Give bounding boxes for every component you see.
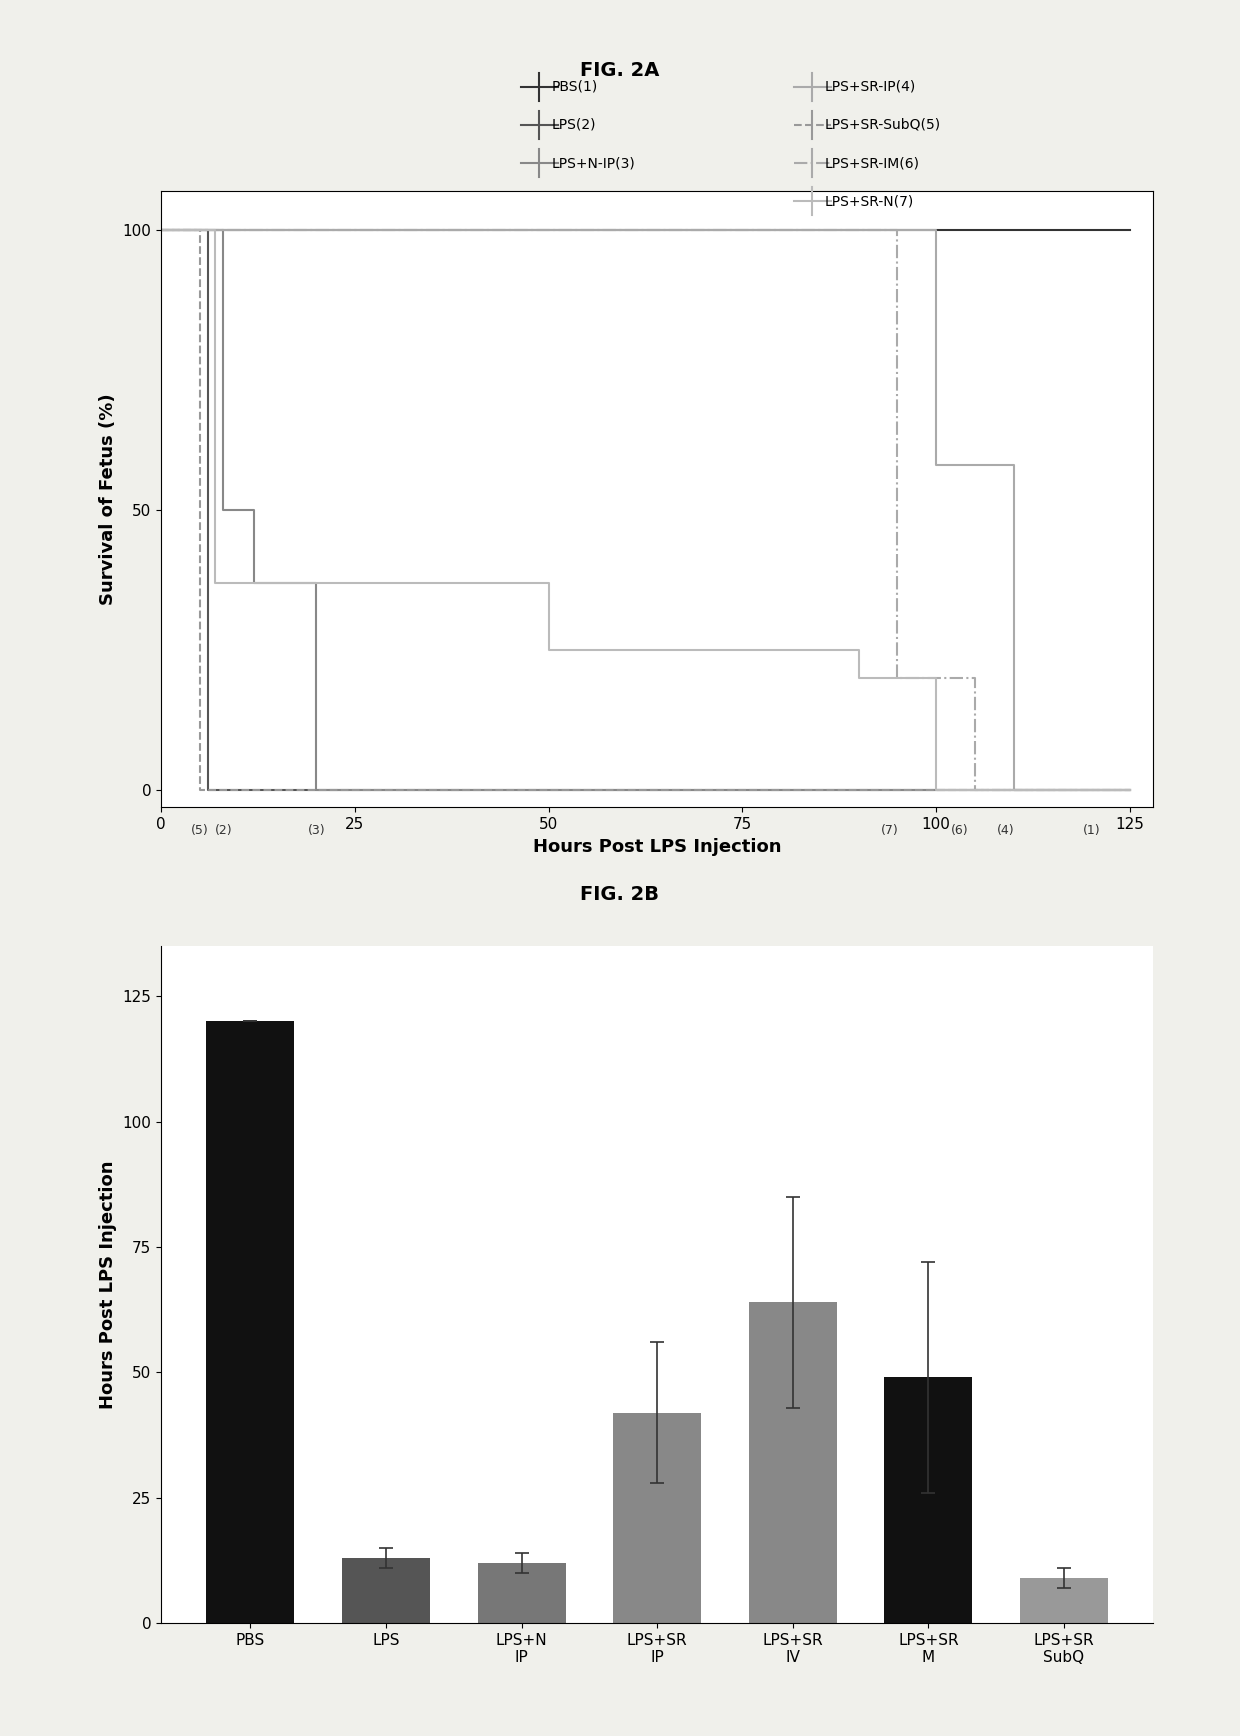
Text: LPS+SR-SubQ(5): LPS+SR-SubQ(5) [825,118,941,132]
Text: PBS(1): PBS(1) [552,80,598,94]
X-axis label: Hours Post LPS Injection: Hours Post LPS Injection [533,837,781,856]
Text: FIG. 2B: FIG. 2B [580,885,660,904]
Text: (1): (1) [1083,825,1100,837]
Text: LPS+SR-IP(4): LPS+SR-IP(4) [825,80,916,94]
Text: (6): (6) [951,825,968,837]
Y-axis label: Hours Post LPS Injection: Hours Post LPS Injection [99,1160,117,1410]
Text: LPS+SR-IM(6): LPS+SR-IM(6) [825,156,920,170]
Bar [884,1377,972,1623]
Text: (2): (2) [215,825,232,837]
Text: (5): (5) [191,825,208,837]
Text: (7): (7) [880,825,899,837]
Text: (4): (4) [997,825,1014,837]
Bar [613,1413,702,1623]
Bar [477,1562,565,1623]
Text: (3): (3) [308,825,325,837]
Text: LPS+N-IP(3): LPS+N-IP(3) [552,156,636,170]
Bar [206,1021,294,1623]
Bar [342,1557,430,1623]
Text: LPS+SR-N(7): LPS+SR-N(7) [825,194,914,208]
Text: LPS(2): LPS(2) [552,118,596,132]
Y-axis label: Survival of Fetus (%): Survival of Fetus (%) [99,394,117,604]
Bar [1021,1578,1109,1623]
Text: FIG. 2A: FIG. 2A [580,61,660,80]
Bar [749,1302,837,1623]
